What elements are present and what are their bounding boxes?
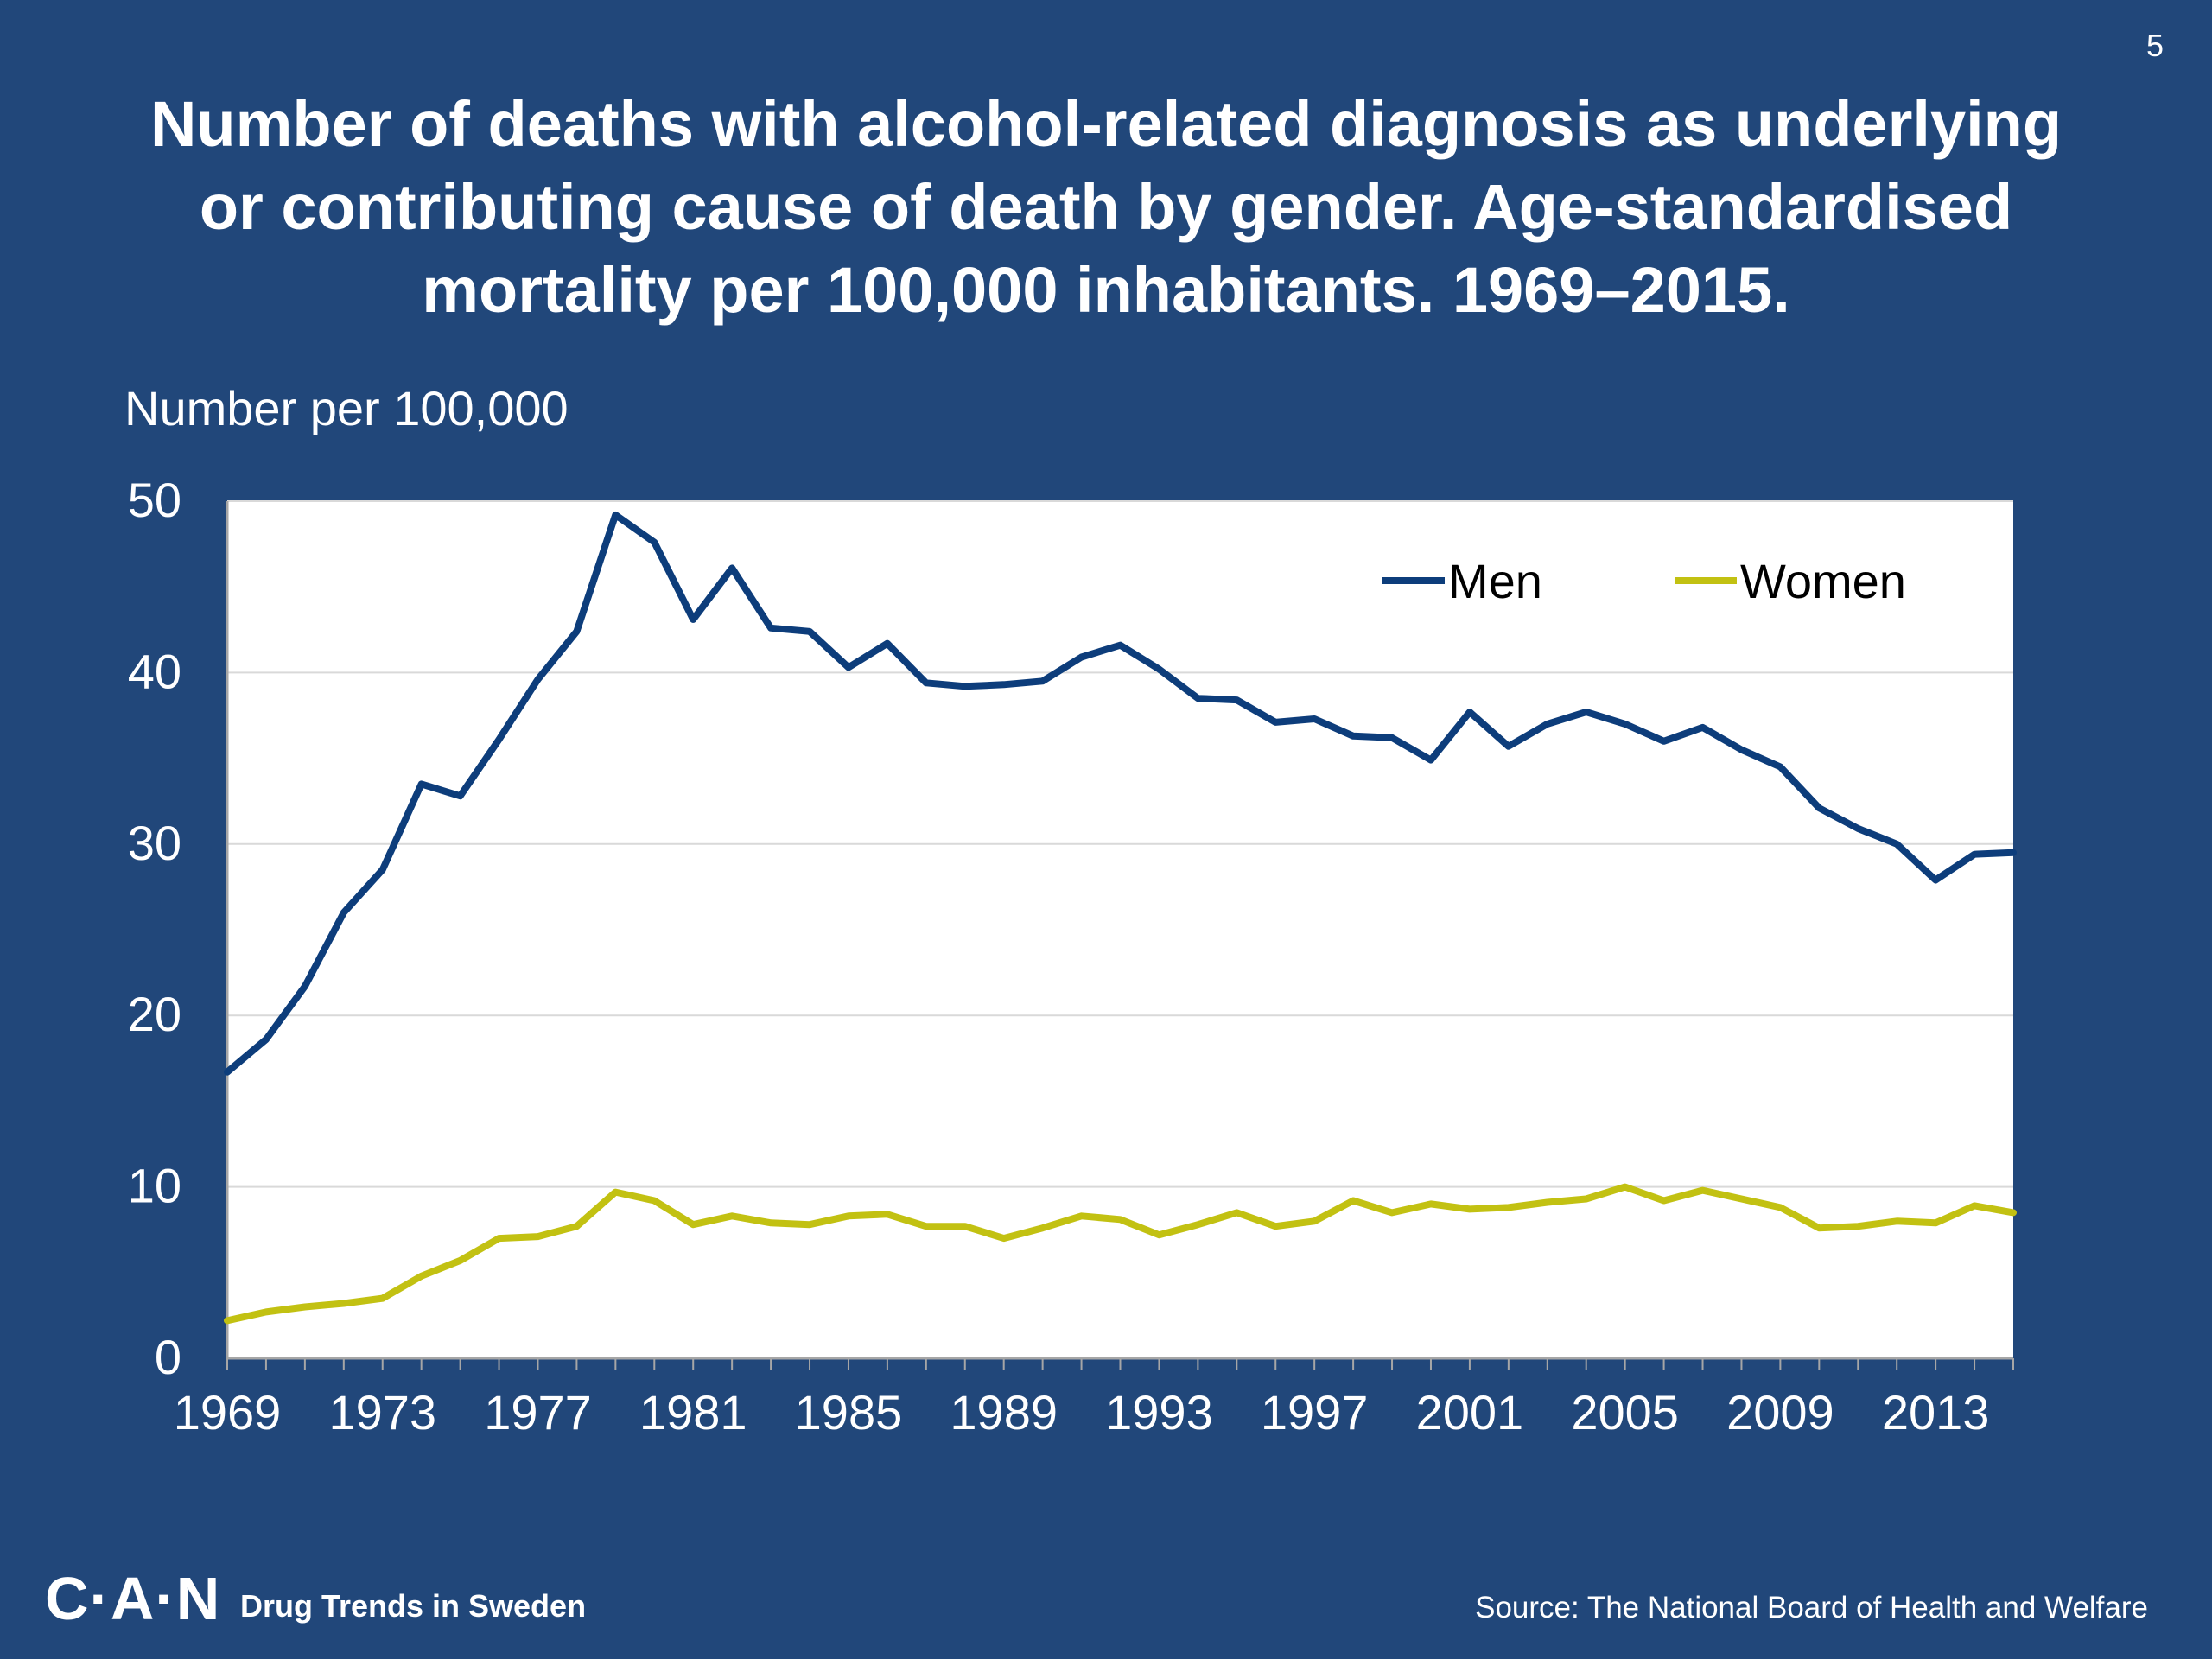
gridlines: [227, 500, 2013, 1188]
y-axis-label: Number per 100,000: [124, 381, 569, 435]
x-tick-label: 2005: [1571, 1385, 1679, 1440]
y-tick-label: 20: [128, 987, 181, 1041]
y-tick-label: 40: [128, 644, 181, 698]
series-line-women: [224, 1183, 2017, 1325]
axes: [226, 501, 2014, 1370]
series-lines: [224, 511, 2017, 1325]
legend-label-women: Women: [1740, 554, 1906, 608]
y-tick-label: 0: [155, 1330, 181, 1384]
x-tick-label: 1977: [484, 1385, 592, 1440]
x-tick-label: 1969: [174, 1385, 282, 1440]
title-line-2: or contributing cause of death by gender…: [199, 171, 2013, 243]
x-tick-label: 1985: [795, 1385, 903, 1440]
title-line-1: Number of deaths with alcohol-related di…: [149, 88, 2063, 160]
x-tick-label: 2001: [1416, 1385, 1524, 1440]
x-tick-label: 1993: [1105, 1385, 1213, 1440]
y-tick-label: 50: [128, 473, 181, 527]
x-tick-label: 1989: [950, 1385, 1058, 1440]
title-line-3: mortality per 100,000 inhabitants. 1969–…: [422, 254, 1790, 326]
y-tick-labels: 0 10 20 30 40 50: [128, 473, 181, 1384]
y-tick-label: 30: [128, 816, 181, 870]
source-note: Source: The National Board of Health and…: [1475, 1591, 2148, 1624]
chart-title: Number of deaths with alcohol-related di…: [52, 83, 2160, 332]
y-tick-label: 10: [128, 1159, 181, 1213]
x-tick-label: 2013: [1882, 1385, 1990, 1440]
x-tick-labels: 1969 1973 1977 1981 1985 1989 1993 1997 2001 2005…: [174, 1385, 1990, 1440]
series-line-men: [224, 511, 2017, 1076]
x-tick-label: 2009: [1726, 1385, 1834, 1440]
legend-label-men: Men: [1448, 554, 1542, 608]
x-tick-label: 1997: [1261, 1385, 1369, 1440]
slide-number: 5: [2145, 28, 2164, 63]
plot-area: [227, 501, 2013, 1358]
legend: Men Women: [1382, 554, 1906, 608]
x-tick-label: 1973: [328, 1385, 436, 1440]
can-logo: C·A·N: [45, 1565, 221, 1632]
x-tick-label: 1981: [639, 1385, 747, 1440]
footer-tagline: Drug Trends in Sweden: [240, 1588, 587, 1624]
